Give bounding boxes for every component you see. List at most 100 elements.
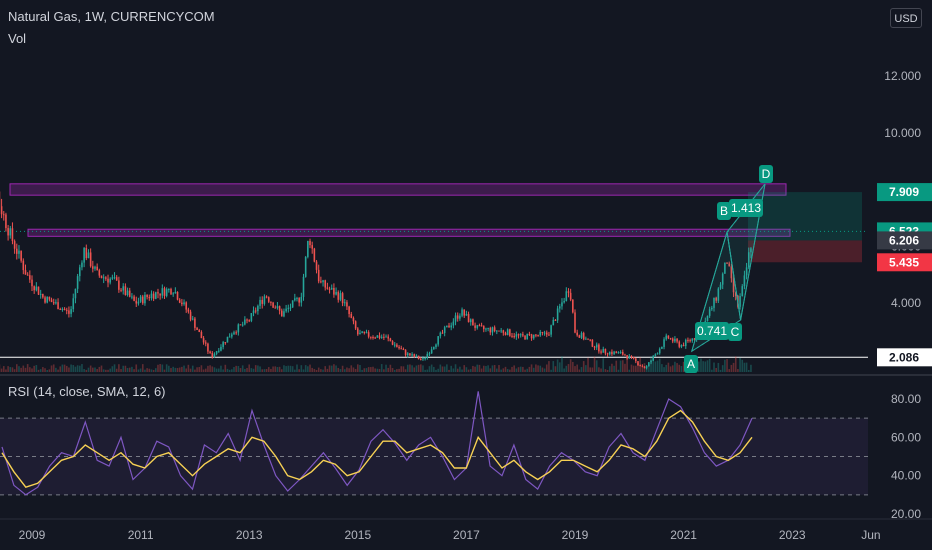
candle-body bbox=[567, 291, 570, 293]
candle-body bbox=[213, 353, 216, 358]
volume-bar bbox=[209, 365, 211, 372]
candle-body bbox=[476, 325, 479, 328]
volume-bar bbox=[413, 367, 416, 372]
volume-bar bbox=[739, 357, 741, 372]
candle-body bbox=[254, 310, 257, 312]
volume-bar bbox=[237, 366, 240, 372]
volume-bar bbox=[159, 364, 161, 372]
volume-bar bbox=[302, 369, 305, 372]
candle-body bbox=[109, 278, 111, 283]
volume-bar bbox=[706, 360, 709, 372]
volume-bar bbox=[246, 367, 248, 372]
candle-body bbox=[315, 261, 318, 270]
volume-bar bbox=[669, 366, 672, 372]
volume-bar bbox=[72, 365, 75, 372]
candle-body bbox=[278, 306, 281, 311]
volume-bar bbox=[57, 369, 59, 372]
volume-bar bbox=[561, 356, 563, 372]
candle-body bbox=[624, 354, 626, 356]
price-marker: 2.086 bbox=[889, 350, 919, 364]
volume-bar bbox=[439, 364, 442, 372]
volume-bar bbox=[572, 361, 574, 372]
volume-bar bbox=[157, 364, 159, 372]
candle-body bbox=[111, 277, 114, 279]
volume-bar bbox=[328, 365, 331, 372]
volume-bar bbox=[211, 366, 214, 372]
candle-body bbox=[539, 331, 542, 336]
volume-bar bbox=[585, 365, 587, 372]
ratio-label-bd-bg bbox=[729, 199, 763, 217]
candle-body bbox=[363, 331, 366, 333]
candle-body bbox=[283, 311, 285, 317]
volume-bar bbox=[55, 367, 57, 372]
volume-bar bbox=[376, 368, 379, 372]
volume-bar bbox=[437, 368, 439, 372]
chart-title[interactable]: Natural Gas, 1W, CURRENCYCOM bbox=[8, 9, 215, 24]
volume-bar bbox=[144, 369, 146, 372]
volume-bar bbox=[33, 365, 35, 372]
harmonic-pattern[interactable]: A B C D 1.413 0.741 bbox=[684, 165, 773, 373]
volume-bar bbox=[346, 367, 348, 372]
volume-bar bbox=[267, 367, 270, 372]
candle-body bbox=[602, 348, 605, 353]
candle-body bbox=[31, 279, 33, 287]
candle-body bbox=[83, 247, 85, 263]
volume-bar bbox=[233, 367, 235, 372]
candle-body bbox=[141, 296, 144, 304]
candle-body bbox=[76, 276, 79, 289]
volume-bar bbox=[635, 365, 637, 372]
volume-bar bbox=[370, 367, 372, 372]
volume-bar bbox=[78, 365, 81, 372]
volume-bar bbox=[265, 369, 268, 372]
volume-bar bbox=[676, 363, 678, 372]
volume-bar bbox=[35, 365, 38, 372]
rsi-label[interactable]: RSI (14, close, SMA, 12, 6) bbox=[8, 384, 166, 399]
candle-body bbox=[237, 324, 240, 333]
pattern-point-d-bg bbox=[759, 165, 773, 183]
volume-bar bbox=[680, 366, 683, 372]
volume-bar bbox=[70, 364, 72, 372]
volume-bar bbox=[476, 364, 479, 372]
volume-bar bbox=[487, 365, 489, 372]
volume-bar bbox=[109, 368, 111, 372]
price-marker-bg bbox=[877, 183, 932, 202]
candle-body bbox=[526, 333, 529, 340]
volume-bar bbox=[419, 364, 422, 372]
volume-bar bbox=[513, 365, 515, 372]
volume-bar bbox=[628, 369, 631, 372]
candle-body bbox=[648, 362, 650, 367]
candle-body bbox=[537, 334, 539, 336]
candle-body bbox=[667, 335, 670, 339]
candle-body bbox=[291, 300, 294, 308]
candle-body bbox=[732, 278, 735, 293]
candle-body bbox=[248, 320, 250, 322]
volume-bar bbox=[448, 369, 450, 372]
candle-body bbox=[656, 353, 659, 355]
volume-bar bbox=[474, 366, 476, 372]
volume-bar bbox=[578, 369, 581, 372]
candle-body bbox=[98, 270, 101, 276]
candle-body bbox=[413, 354, 416, 357]
candle-body bbox=[159, 293, 161, 296]
candle-body bbox=[231, 334, 233, 337]
volume-bar bbox=[648, 363, 650, 372]
candle-body bbox=[502, 330, 505, 333]
candle-body bbox=[357, 328, 359, 335]
candle-body bbox=[463, 309, 466, 316]
volume-bar bbox=[711, 369, 713, 372]
volume-bar bbox=[37, 369, 40, 372]
volume-bar bbox=[728, 369, 731, 372]
volume-label[interactable]: Vol bbox=[8, 31, 27, 46]
volume-bar bbox=[365, 368, 368, 372]
volume-bar bbox=[485, 366, 487, 372]
candle-body bbox=[489, 328, 492, 333]
volume-bar bbox=[522, 366, 524, 372]
candle-body bbox=[107, 278, 109, 283]
currency-button[interactable]: USD bbox=[890, 8, 922, 28]
volume-bar bbox=[330, 365, 333, 372]
candle-body bbox=[576, 332, 578, 336]
volume-bar bbox=[235, 365, 237, 372]
volume-bar bbox=[517, 367, 520, 372]
volume-bar bbox=[170, 368, 172, 372]
